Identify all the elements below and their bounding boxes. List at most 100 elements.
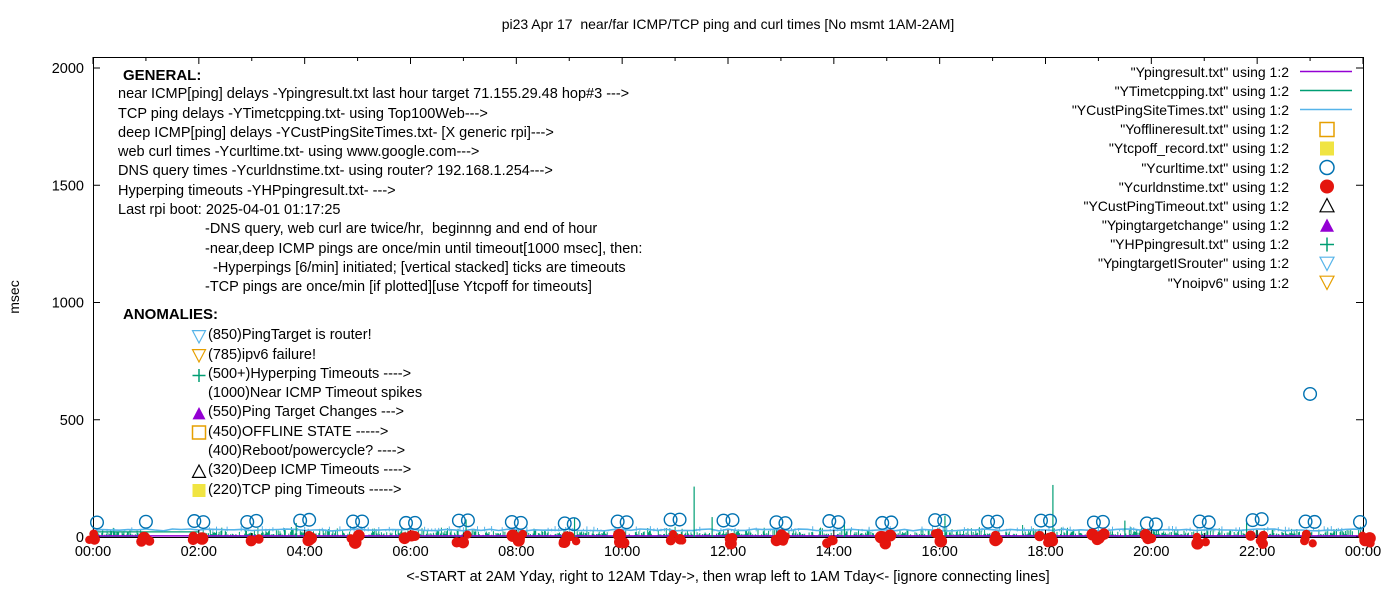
triangle-down-open-icon	[191, 349, 207, 364]
legend-label: "YCustPingSiteTimes.txt" using 1:2	[1071, 101, 1289, 118]
legend-label: "Ypingresult.txt" using 1:2	[1130, 63, 1289, 80]
anomaly-item: (785)ipv6 failure!	[191, 346, 422, 365]
x-tick-label: 08:00	[498, 544, 534, 560]
x-tick-label: 10:00	[604, 544, 640, 560]
legend-item: "YpingtargetISrouter" using 1:2	[1072, 254, 1358, 273]
square-fill-icon	[192, 484, 206, 498]
square-open-icon	[1319, 121, 1335, 137]
legend-label: "Ycurldnstime.txt" using 1:2	[1118, 178, 1289, 195]
x-tick-label: 14:00	[816, 544, 852, 560]
legend-item: "Ycurldnstime.txt" using 1:2	[1072, 177, 1358, 196]
x-tick-label: 18:00	[1027, 544, 1063, 560]
general-heading: GENERAL:	[123, 67, 202, 84]
triangle-down-open-icon	[1319, 256, 1335, 272]
anomaly-item: (550)Ping Target Changes --->	[191, 403, 422, 422]
y-tick-label: 2000	[52, 61, 84, 77]
no-icon	[191, 385, 208, 403]
legend-item: "YTimetcpping.txt" using 1:2	[1072, 81, 1358, 100]
anomalies-heading: ANOMALIES:	[123, 306, 218, 323]
x-tick-label: 00:00	[1345, 544, 1381, 560]
legend-label: "Ycurltime.txt" using 1:2	[1141, 159, 1289, 176]
anomaly-text: (400)Reboot/powercycle? ---->	[208, 443, 406, 460]
general-line: DNS query times -Ycurldnstime.txt- using…	[118, 163, 553, 180]
legend-item: "Ytcpoff_record.txt" using 1:2	[1072, 139, 1358, 158]
x-tick-label: 12:00	[710, 544, 746, 560]
triangle-fill-icon	[1320, 218, 1334, 232]
anomaly-item: (500+)Hyperping Timeouts ---->	[191, 365, 422, 384]
anomalies-notes: ANOMALIES: (850)PingTarget is router! (78…	[123, 305, 422, 500]
legend-item: "YCustPingTimeout.txt" using 1:2	[1072, 196, 1358, 215]
square-open-icon	[191, 425, 207, 441]
general-line: Hyperping timeouts -YHPpingresult.txt- -…	[118, 182, 396, 199]
anomaly-text: (450)OFFLINE STATE ----->	[208, 423, 389, 440]
square-fill-icon	[1320, 141, 1334, 156]
anomaly-item: (850)PingTarget is router!	[191, 326, 422, 345]
chart-legend: "Ypingresult.txt" using 1:2 "YTimetcpping…	[1072, 62, 1358, 292]
legend-item: "YHPpingresult.txt" using 1:2	[1072, 235, 1358, 254]
y-tick-label: 1500	[52, 178, 84, 194]
legend-item: "Yofflineresult.txt" using 1:2	[1072, 120, 1358, 139]
triangle-down-open-icon	[191, 329, 207, 345]
legend-item: "Ypingresult.txt" using 1:2	[1072, 62, 1358, 81]
legend-label: "YCustPingTimeout.txt" using 1:2	[1083, 197, 1289, 214]
circle-fill-icon	[1320, 179, 1334, 194]
y-tick-label: 1000	[52, 296, 84, 312]
general-line: -Hyperpings [6/min] initiated; [vertical…	[213, 259, 626, 276]
general-line: -near,deep ICMP pings are once/min until…	[205, 240, 643, 257]
anomaly-item: (220)TCP ping Timeouts ----->	[191, 481, 422, 500]
anomaly-text: (550)Ping Target Changes --->	[208, 404, 404, 421]
anomaly-text: (500+)Hyperping Timeouts ---->	[208, 365, 412, 382]
legend-label: "Ypingtargetchange" using 1:2	[1101, 217, 1289, 234]
legend-label: "Ytcpoff_record.txt" using 1:2	[1108, 140, 1289, 157]
anomaly-item: (450)OFFLINE STATE ----->	[191, 423, 422, 442]
x-tick-label: 04:00	[287, 544, 323, 560]
legend-label: "Ynoipv6" using 1:2	[1167, 274, 1289, 291]
triangle-open-icon	[191, 463, 207, 478]
dns-query-points	[85, 528, 1376, 550]
plus-icon	[192, 368, 206, 382]
anomaly-item: (1000)Near ICMP Timeout spikes	[191, 384, 422, 403]
chart-title: pi23 Apr 17 near/far ICMP/TCP ping and c…	[501, 16, 955, 32]
triangle-open-icon	[1319, 197, 1335, 213]
x-tick-label: 16:00	[922, 544, 958, 560]
anomaly-text: (850)PingTarget is router!	[208, 327, 372, 344]
x-tick-label: 06:00	[392, 544, 428, 560]
anomaly-text: (785)ipv6 failure!	[208, 346, 316, 363]
plus-icon	[1320, 237, 1334, 252]
no-icon	[191, 443, 208, 461]
x-axis-label: <-START at 2AM Yday, right to 12AM Tday-…	[406, 569, 1050, 585]
general-line: -DNS query, web curl are twice/hr, begin…	[205, 221, 598, 238]
general-line: Last rpi boot: 2025-04-01 01:17:25	[118, 202, 341, 219]
legend-item: "Ypingtargetchange" using 1:2	[1072, 216, 1358, 235]
x-tick-label: 02:00	[181, 544, 217, 560]
x-tick-label: 20:00	[1133, 544, 1169, 560]
legend-label: "YpingtargetISrouter" using 1:2	[1097, 255, 1289, 272]
x-tick-label: 22:00	[1239, 544, 1275, 560]
line-icon	[1300, 70, 1352, 73]
general-line: deep ICMP[ping] delays -YCustPingSiteTim…	[118, 124, 554, 141]
general-line: -TCP pings are once/min [if plotted][use…	[205, 279, 592, 296]
triangle-down-open-icon	[1319, 275, 1335, 291]
legend-label: "YTimetcpping.txt" using 1:2	[1114, 82, 1289, 99]
general-line: TCP ping delays -YTimetcpping.txt- using…	[118, 105, 488, 122]
line-icon	[1300, 109, 1352, 111]
y-tick-label: 500	[60, 413, 84, 429]
general-line: near ICMP[ping] delays -Ypingresult.txt …	[118, 86, 630, 103]
x-tick-label: 00:00	[75, 544, 111, 560]
anomaly-text: (320)Deep ICMP Timeouts ---->	[208, 462, 412, 479]
legend-item: "YCustPingSiteTimes.txt" using 1:2	[1072, 100, 1358, 119]
general-line: web curl times -Ycurltime.txt- using www…	[118, 144, 480, 161]
legend-label: "YHPpingresult.txt" using 1:2	[1110, 236, 1289, 253]
legend-label: "Yofflineresult.txt" using 1:2	[1120, 121, 1289, 138]
anomaly-item: (320)Deep ICMP Timeouts ---->	[191, 461, 422, 480]
circle-open-icon	[1319, 159, 1335, 176]
anomaly-text: (220)TCP ping Timeouts ----->	[208, 481, 402, 498]
y-tick-label: 0	[76, 530, 84, 546]
anomaly-item: (400)Reboot/powercycle? ---->	[191, 442, 422, 461]
line-icon	[1300, 90, 1352, 92]
general-notes: GENERAL: near ICMP[ping] delays -Ypingre…	[118, 66, 642, 298]
anomaly-text: (1000)Near ICMP Timeout spikes	[208, 385, 423, 402]
web-curl-points	[89, 386, 1367, 532]
